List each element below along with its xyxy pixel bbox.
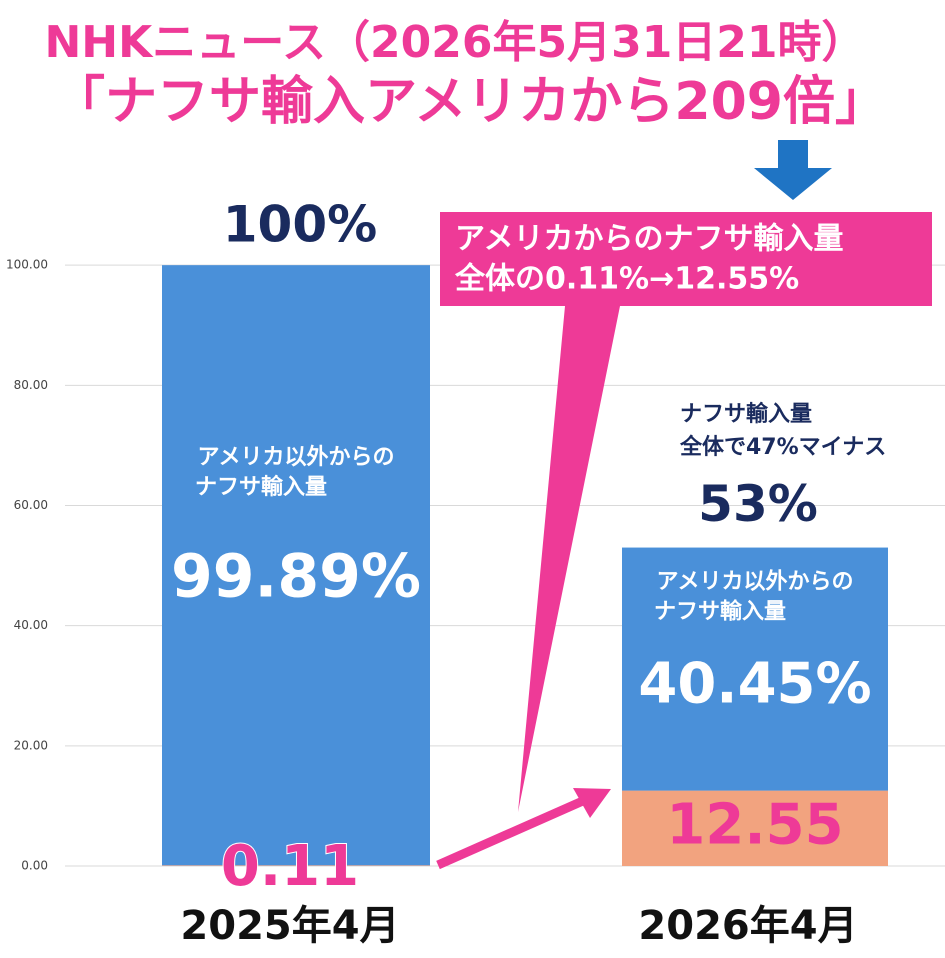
chart-subtitle: 「ナフサ輸入アメリカから209倍」 (53, 72, 887, 132)
x-tick-label: 2026年4月 (638, 903, 857, 949)
value-label: 0.11 (221, 834, 359, 899)
total-label: 100% (223, 196, 377, 254)
y-tick-label: 40.00 (14, 618, 48, 632)
down-arrow (754, 140, 832, 200)
value-label: 40.45% (638, 652, 871, 717)
segment-caption: ナフサ輸入量 (195, 474, 327, 500)
bar-segment (622, 547, 888, 791)
y-tick-label: 100.00 (6, 258, 48, 272)
segment-caption: アメリカ以外からの (198, 444, 395, 470)
y-tick-label: 80.00 (14, 378, 48, 392)
total-label: 53% (698, 475, 818, 533)
y-tick-label: 0.00 (21, 859, 48, 873)
arrow-line (436, 795, 587, 870)
segment-caption: ナフサ輸入量 (654, 599, 786, 625)
chart-title: NHKニュース（2026年5月31日21時） (44, 17, 865, 68)
segment-caption: アメリカ以外からの (657, 569, 854, 595)
x-tick-label: 2025年4月 (180, 903, 399, 949)
callout-text: アメリカからのナフサ輸入量 (455, 222, 844, 257)
y-tick-label: 60.00 (14, 498, 48, 512)
note-text: 全体で47%マイナス (679, 434, 886, 460)
value-label: 12.55 (666, 792, 843, 857)
arrow-head (573, 788, 611, 818)
note-text: ナフサ輸入量 (680, 401, 812, 427)
labels: 0.11アメリカ以外からのナフサ輸入量99.89%100%2025年4月12.5… (171, 196, 872, 949)
value-label: 99.89% (171, 542, 421, 612)
bar-segment (622, 790, 888, 866)
bar-segment (162, 265, 430, 866)
callout-text: 全体の0.11%→12.55% (454, 262, 799, 297)
callout-box (440, 212, 932, 812)
y-tick-label: 20.00 (14, 738, 48, 752)
bar-segment (162, 865, 430, 866)
bars (162, 265, 888, 866)
